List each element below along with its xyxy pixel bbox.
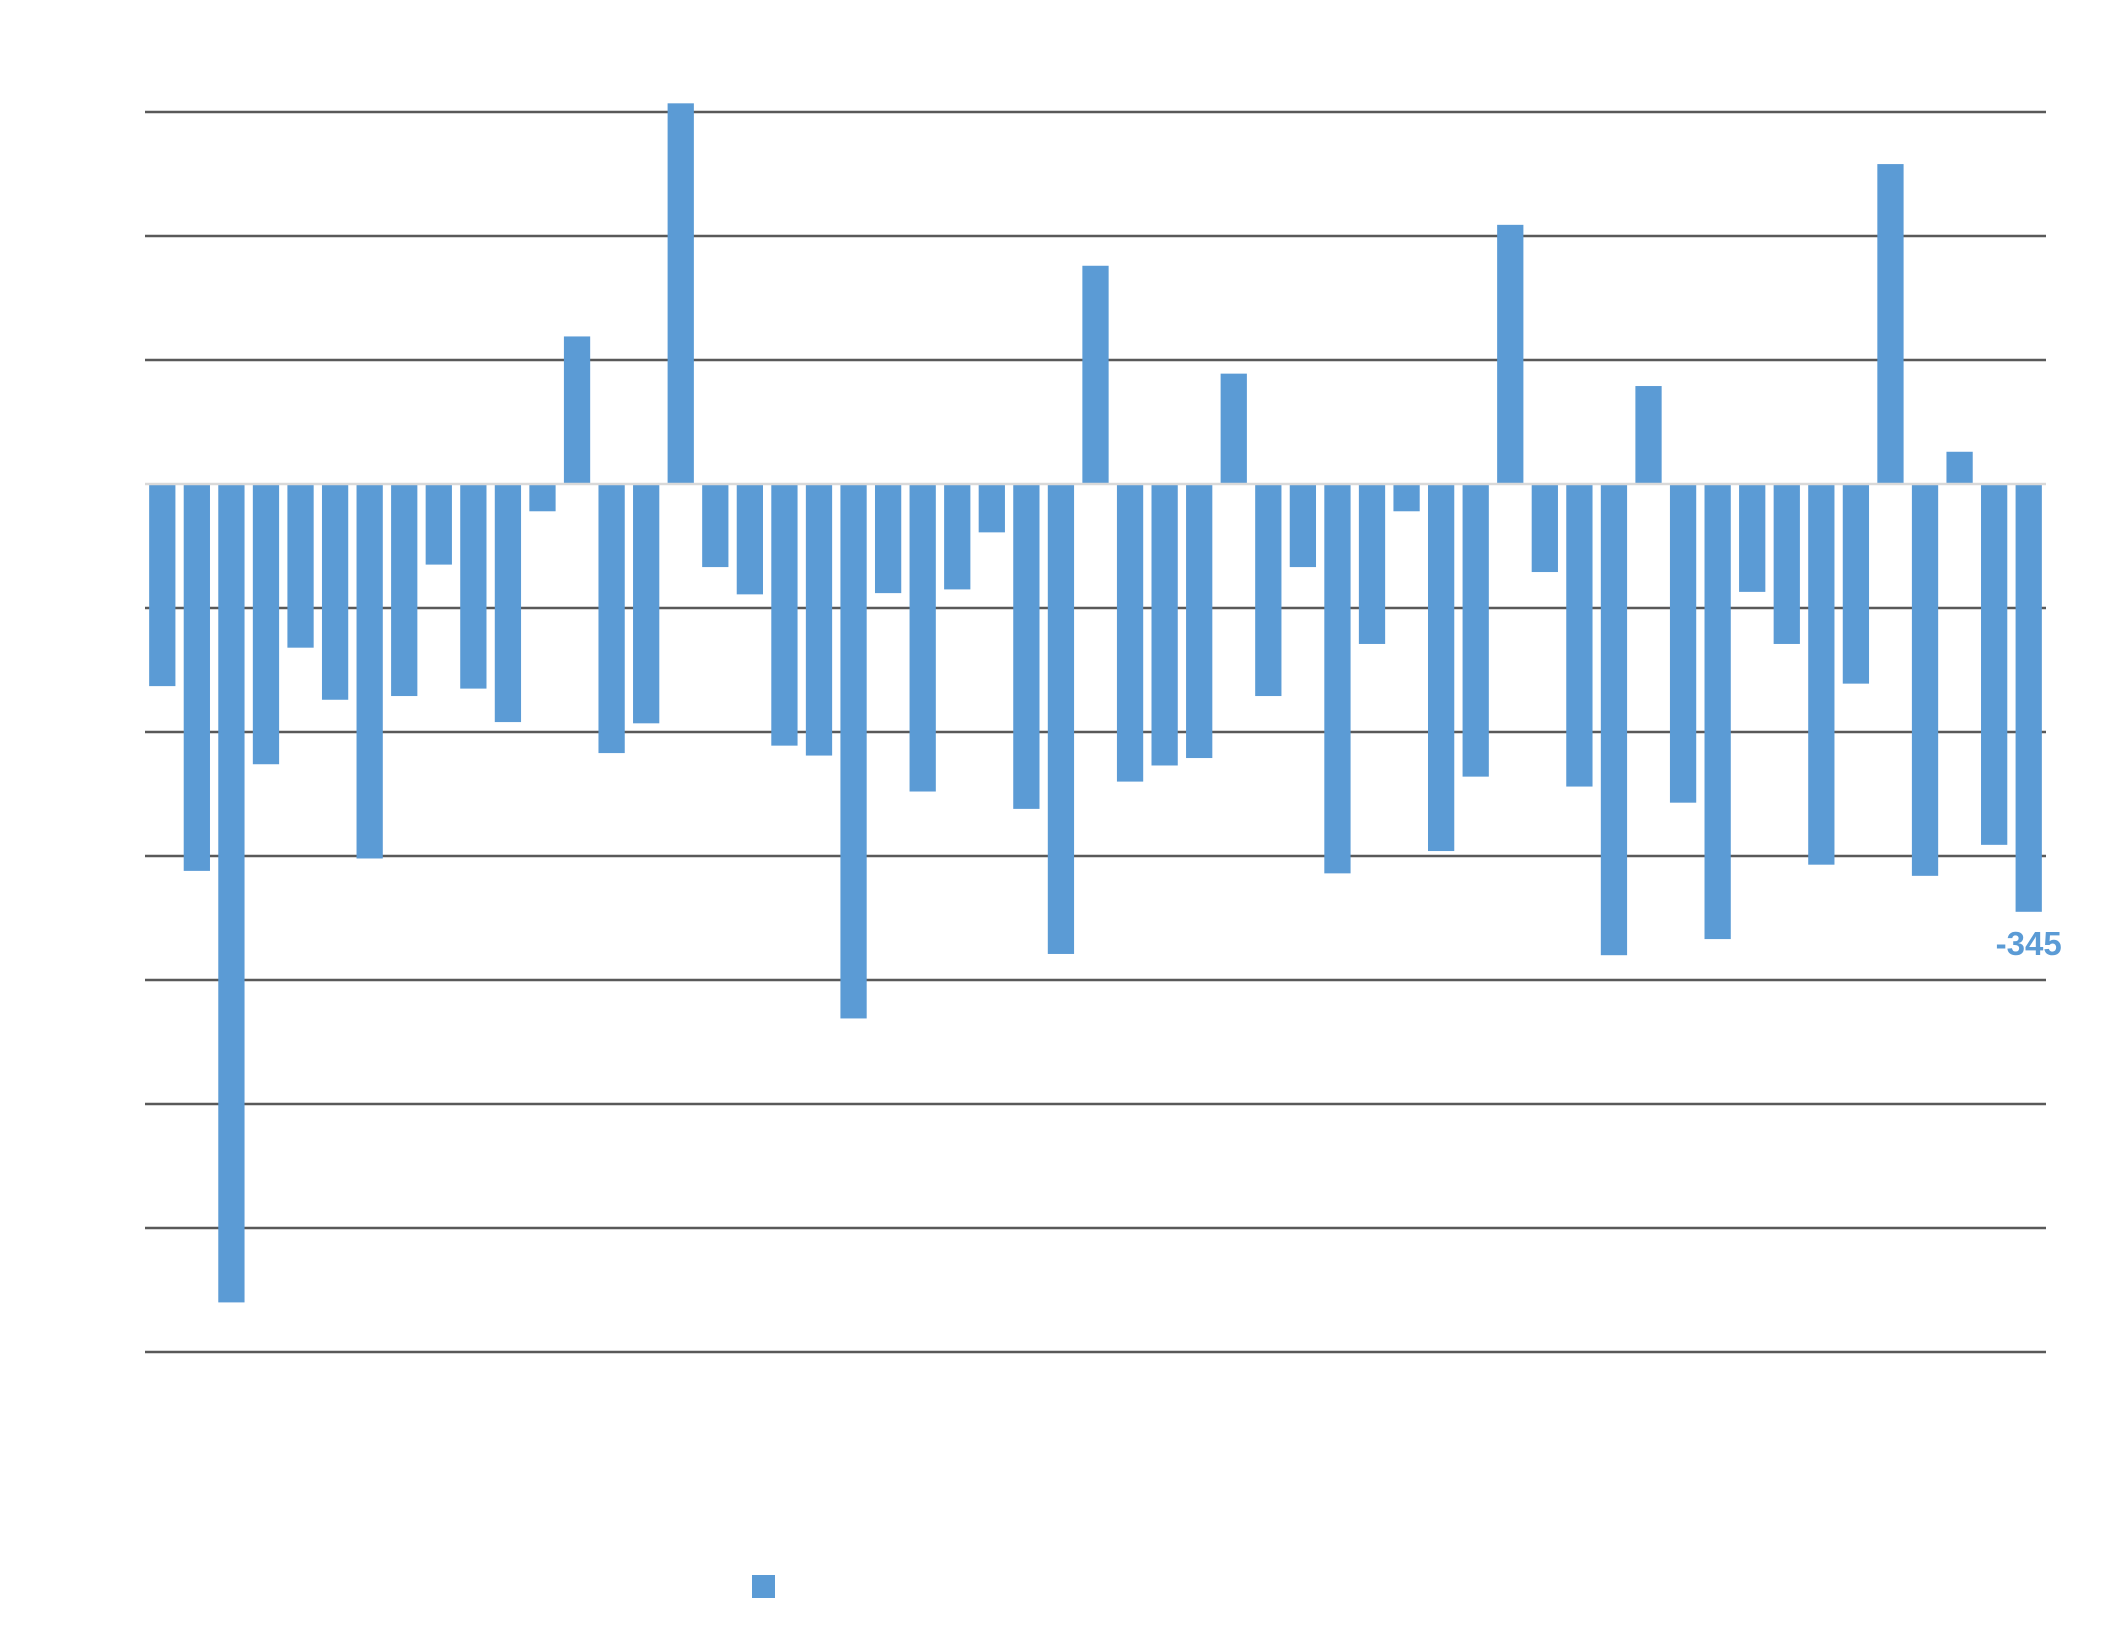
bar [633, 484, 660, 724]
bar [1151, 484, 1178, 766]
bar [391, 484, 418, 697]
bar [1082, 265, 1109, 484]
bar [1739, 484, 1766, 592]
bar [1358, 484, 1386, 644]
bar [702, 484, 729, 568]
bar [1877, 164, 1904, 484]
bars [149, 103, 2042, 1303]
bar [1773, 484, 1800, 644]
bar [1013, 484, 1040, 809]
bar [1255, 484, 1282, 697]
bar [909, 484, 936, 792]
bar [978, 484, 1005, 533]
bar [1186, 484, 1213, 759]
bar [1842, 484, 1870, 684]
bar [494, 484, 522, 723]
bar [1808, 484, 1835, 865]
bar [252, 484, 280, 765]
bar [1981, 484, 2008, 845]
bar [1600, 484, 1628, 956]
bar [563, 336, 591, 484]
bar [149, 484, 176, 687]
legend-swatch [752, 1575, 775, 1598]
bar [1047, 484, 1075, 954]
bar [1911, 484, 1939, 876]
bar [598, 484, 625, 754]
bar [1946, 451, 1973, 484]
bar [356, 484, 383, 859]
legend [752, 1575, 783, 1598]
bar [771, 484, 798, 746]
bar [1220, 373, 1247, 484]
bar [218, 484, 245, 1303]
data-label: -345 [1996, 925, 2062, 962]
bar [840, 484, 867, 1019]
bar [1531, 484, 1558, 573]
bar [460, 484, 487, 689]
bar [1116, 484, 1144, 782]
bar [1393, 484, 1420, 512]
bar [1497, 224, 1524, 484]
bar [667, 103, 694, 484]
bar [1704, 484, 1731, 940]
bar [529, 484, 556, 512]
bar [805, 484, 833, 756]
bar [1289, 484, 1317, 568]
bar [1462, 484, 1489, 777]
bar [874, 484, 902, 594]
bar [2015, 484, 2042, 912]
bar [287, 484, 314, 648]
data-labels: -345 [1996, 925, 2062, 962]
bar [1566, 484, 1593, 787]
bar [1428, 484, 1455, 852]
bar [183, 484, 210, 871]
bar [1635, 386, 1662, 484]
bar [321, 484, 349, 700]
bar [1324, 484, 1351, 874]
bar [736, 484, 763, 595]
bar [944, 484, 971, 590]
bar [425, 484, 452, 565]
bar [1669, 484, 1697, 803]
